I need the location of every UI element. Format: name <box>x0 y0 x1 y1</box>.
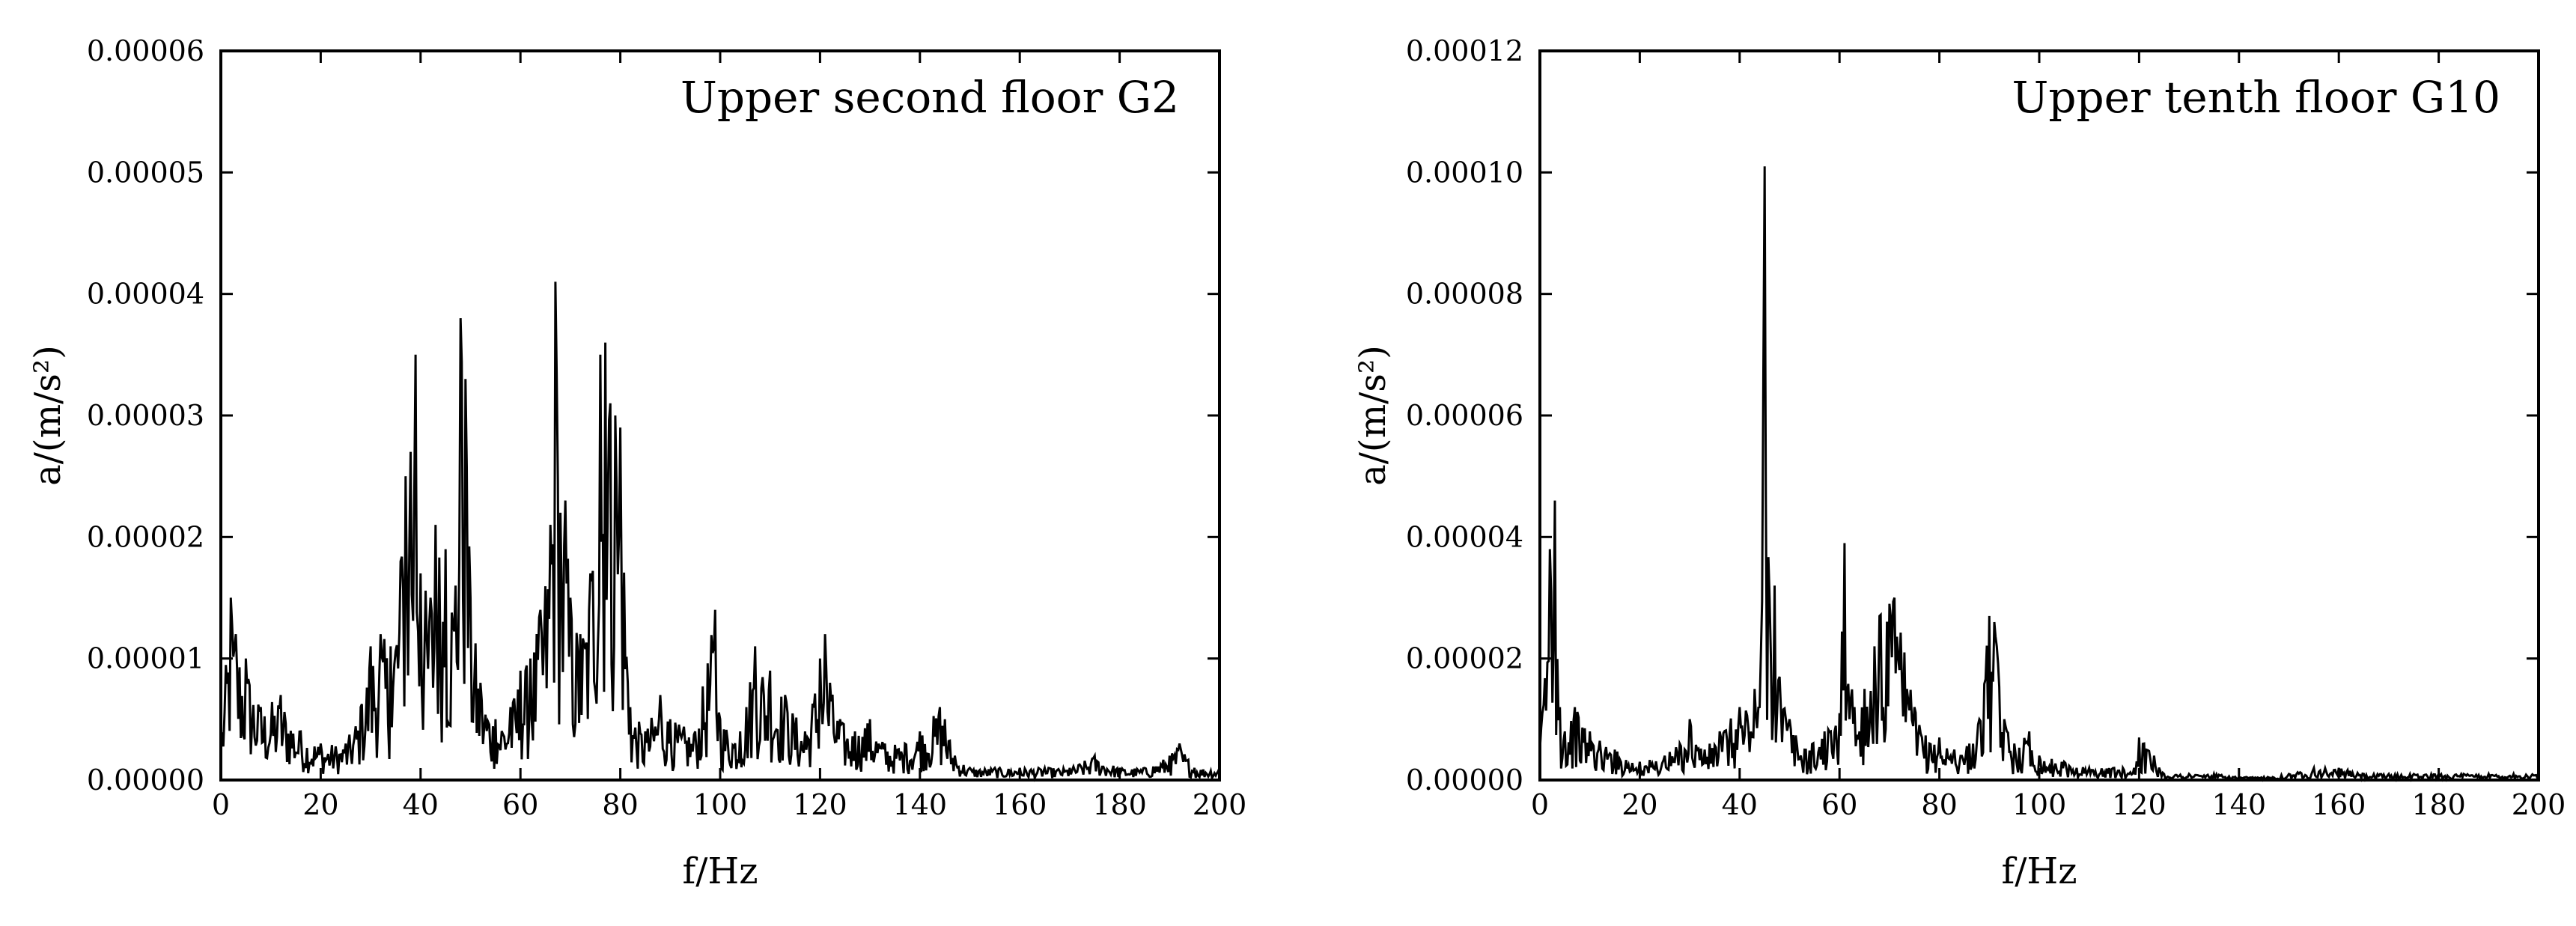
y-axis-label: a/(m/s²) <box>27 345 69 486</box>
x-tick-label: 140 <box>2212 788 2267 821</box>
x-tick-label: 120 <box>793 788 847 821</box>
x-tick-label: 0 <box>1531 788 1549 821</box>
x-axis-label: f/Hz <box>682 850 758 892</box>
y-tick-label: 0.00003 <box>87 399 204 432</box>
x-tick-label: 80 <box>602 788 638 821</box>
y-tick-label: 0.00001 <box>87 642 204 675</box>
y-tick-label: 0.00012 <box>1406 34 1523 67</box>
y-tick-label: 0.00004 <box>1406 520 1523 553</box>
y-tick-label: 0.00008 <box>1406 278 1523 311</box>
chart-title: Upper second floor G2 <box>680 72 1179 123</box>
spectrum-series-line <box>1538 166 2540 783</box>
y-tick-label: 0.00000 <box>87 764 204 796</box>
y-tick-label: 0.00002 <box>87 520 204 553</box>
y-tick-label: 0.00004 <box>87 278 204 311</box>
x-tick-label: 0 <box>212 788 230 821</box>
x-tick-label: 20 <box>1622 788 1657 821</box>
x-tick-label: 160 <box>2312 788 2366 821</box>
y-tick-label: 0.00006 <box>1406 399 1523 432</box>
x-tick-label: 100 <box>693 788 748 821</box>
x-tick-label: 160 <box>993 788 1047 821</box>
spectrum-series-line <box>219 281 1221 782</box>
x-tick-label: 60 <box>1821 788 1857 821</box>
chart-panel-g2: 0 20 40 60 80 100 120 140 160 180 200 0.00000 0.0000… <box>27 34 1246 892</box>
x-axis-label: f/Hz <box>2001 850 2077 892</box>
axis-ticks: 0 20 40 60 80 100 120 140 160 180 200 0.00000 0.0000… <box>87 34 1246 821</box>
x-tick-label: 100 <box>2012 788 2067 821</box>
y-tick-label: 0.00002 <box>1406 642 1523 675</box>
x-tick-label: 40 <box>403 788 439 821</box>
y-tick-label: 0.00006 <box>87 34 204 67</box>
plot-frame <box>1538 49 2540 782</box>
chart-title: Upper tenth floor G10 <box>2012 72 2500 123</box>
x-tick-label: 20 <box>302 788 338 821</box>
chart-panel-g10: 0 20 40 60 80 100 120 140 160 180 200 0.00000 0.0000… <box>1352 34 2566 892</box>
y-axis-label: a/(m/s²) <box>1352 345 1394 486</box>
x-tick-label: 200 <box>2512 788 2566 821</box>
y-tick-label: 0.00005 <box>87 156 204 189</box>
x-tick-label: 140 <box>893 788 948 821</box>
x-tick-label: 60 <box>502 788 538 821</box>
y-tick-label: 0.00000 <box>1406 764 1523 796</box>
x-tick-label: 80 <box>1921 788 1957 821</box>
x-tick-label: 120 <box>2112 788 2167 821</box>
y-tick-label: 0.00010 <box>1406 156 1523 189</box>
axis-ticks: 0 20 40 60 80 100 120 140 160 180 200 0.00000 0.0000… <box>1406 34 2566 821</box>
x-tick-label: 180 <box>2411 788 2466 821</box>
x-tick-label: 180 <box>1092 788 1147 821</box>
x-tick-label: 40 <box>1722 788 1758 821</box>
x-tick-label: 200 <box>1193 788 1247 821</box>
